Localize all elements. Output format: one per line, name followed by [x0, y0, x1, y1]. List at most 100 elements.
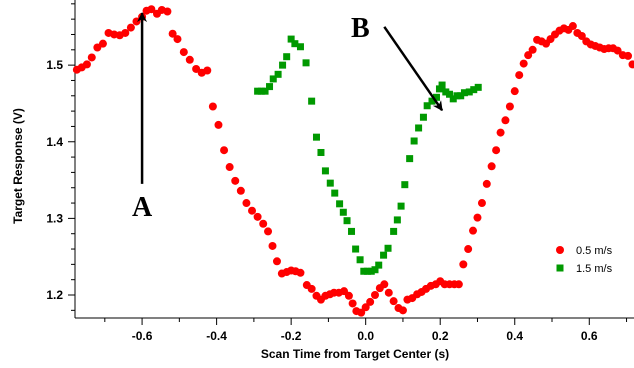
data-point-circle [296, 268, 305, 277]
data-point-square [321, 167, 329, 175]
data-point-square [401, 181, 409, 189]
data-point-circle [357, 308, 366, 317]
y-tick-label: 1.4 [46, 135, 63, 149]
x-tick-label: -0.6 [132, 329, 153, 343]
data-point-circle [469, 226, 478, 235]
data-point-square [339, 208, 347, 216]
data-point-circle [519, 59, 528, 68]
data-point-circle [192, 64, 201, 73]
data-point-circle [126, 23, 135, 32]
chart-axes: -0.6 -0.4 -0.2 0.0 0.2 0.4 0.6 1.2 1.3 1.4 1.5 [46, 0, 634, 343]
x-tick-label: 0.0 [357, 329, 374, 343]
data-point-circle [185, 55, 194, 64]
legend-marker-square [556, 264, 564, 272]
data-point-circle [389, 297, 398, 306]
data-point-circle [624, 51, 633, 60]
data-point-square [406, 155, 414, 163]
data-point-square [393, 216, 401, 224]
data-point-circle [361, 303, 370, 312]
data-point-square [317, 148, 325, 156]
data-point-circle [259, 219, 268, 228]
data-point-circle [482, 179, 491, 188]
data-point-circle [344, 291, 353, 300]
data-point-circle [272, 257, 281, 266]
data-point-circle [366, 297, 375, 306]
data-point-square [435, 85, 443, 93]
data-point-square [380, 251, 388, 259]
series-1 [254, 35, 482, 275]
data-point-square [390, 227, 398, 235]
data-point-square [423, 102, 431, 110]
data-point-circle [253, 212, 262, 221]
data-point-circle [473, 213, 482, 222]
x-tick-label: -0.4 [206, 329, 227, 343]
y-tick-label: 1.2 [46, 288, 63, 302]
data-point-square [291, 40, 299, 48]
data-point-circle [121, 28, 130, 37]
data-point-square [364, 267, 372, 275]
data-point-square [474, 83, 482, 91]
data-point-square [296, 43, 304, 51]
data-point-square [312, 133, 320, 141]
y-tick-label: 1.3 [46, 211, 63, 225]
data-point-circle [93, 43, 102, 52]
data-point-circle [203, 66, 212, 75]
data-point-square [457, 92, 465, 100]
data-point-circle [242, 199, 251, 208]
data-point-circle [220, 146, 229, 155]
data-point-square [428, 97, 436, 105]
annotation-arrow-b [383, 26, 444, 112]
data-point-square [453, 92, 461, 100]
x-tick-label: 0.4 [506, 329, 523, 343]
data-point-circle [501, 116, 510, 125]
data-point-circle [147, 5, 156, 14]
data-point-square [308, 97, 316, 105]
data-point-square [261, 87, 269, 95]
x-tick-label: -0.2 [281, 329, 302, 343]
data-point-square [254, 87, 262, 95]
chart-annotations: AB [132, 12, 444, 223]
data-point-square [375, 261, 383, 269]
data-point-circle [528, 45, 537, 54]
data-point-square [432, 93, 440, 101]
data-point-circle [510, 87, 519, 96]
data-point-square [279, 61, 287, 69]
data-point-square [470, 86, 478, 94]
data-point-circle [492, 146, 501, 155]
chart-legend: 0.5 m/s 1.5 m/s [556, 245, 613, 275]
x-tick-label: 0.2 [432, 329, 449, 343]
data-point-square [442, 88, 450, 96]
data-point-circle [568, 22, 577, 31]
data-point-square [460, 89, 468, 97]
data-point-square [446, 90, 454, 98]
data-point-circle [225, 163, 234, 172]
series-0 [72, 5, 634, 317]
data-point-circle [505, 102, 514, 111]
data-point-circle [173, 35, 182, 44]
data-point-square [415, 124, 423, 132]
data-point-square [356, 256, 364, 264]
data-point-circle [82, 60, 91, 69]
data-point-circle [380, 280, 389, 289]
data-point-circle [384, 288, 393, 297]
data-point-circle [307, 284, 316, 293]
legend-marker-circle [556, 246, 564, 254]
annotation-label-b: B [351, 13, 370, 44]
data-point-circle [487, 162, 496, 171]
data-point-circle [496, 128, 505, 137]
data-point-circle [515, 71, 524, 80]
data-point-square [283, 53, 291, 61]
chart-series [72, 5, 634, 317]
data-point-circle [231, 176, 240, 185]
data-point-square [326, 179, 334, 187]
data-point-square [269, 75, 277, 83]
data-point-circle [477, 199, 486, 208]
data-point-square [274, 70, 282, 78]
data-point-circle [613, 46, 622, 55]
legend-label: 0.5 m/s [576, 245, 613, 257]
data-point-circle [208, 102, 217, 111]
data-point-square [397, 202, 405, 210]
data-point-circle [370, 291, 379, 300]
